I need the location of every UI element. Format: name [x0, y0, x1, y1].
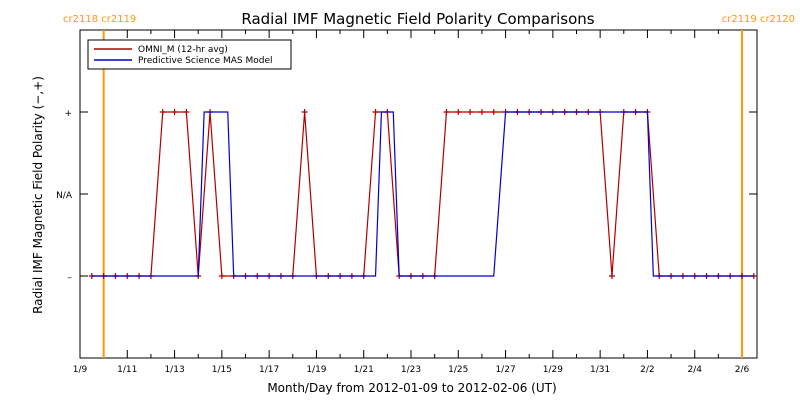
- legend: OMNI_M (12-hr avg)Predictive Science MAS…: [87, 39, 292, 70]
- y-tick-label: +: [64, 109, 72, 119]
- x-tick-label: 1/15: [212, 365, 232, 375]
- x-tick-label: 2/4: [687, 365, 702, 375]
- data-point: [455, 109, 462, 115]
- carrington-markers: cr2118 cr2119 cr2119 cr2120: [63, 14, 795, 358]
- x-axis-label: Month/Day from 2012-01-09 to 2012-02-06 …: [267, 381, 556, 395]
- x-tick-label: 1/31: [590, 365, 610, 375]
- data-point: [478, 109, 485, 115]
- data-point: [159, 109, 166, 115]
- legend-box: [87, 39, 292, 70]
- y-axis-label: Radial IMF Magnetic Field Polarity (−,+): [31, 76, 45, 314]
- y-tick-label: N/A: [56, 191, 73, 201]
- data-point: [372, 109, 379, 115]
- data-point: [467, 109, 474, 115]
- series-layer: [88, 109, 757, 279]
- data-point: [490, 109, 497, 115]
- x-tick-label: 1/25: [448, 365, 468, 375]
- carrington-label: cr2119 cr2120: [722, 14, 795, 25]
- x-tick-label: 1/23: [401, 365, 421, 375]
- data-point: [183, 109, 190, 115]
- legend-label: Predictive Science MAS Model: [138, 56, 273, 66]
- x-tick-label: 1/27: [495, 365, 515, 375]
- series-line-2: [91, 111, 754, 277]
- carrington-label: cr2118 cr2119: [63, 14, 136, 25]
- data-point: [608, 273, 615, 279]
- axis-ticks: 1/9 1/11 1/13 1/15 1/17 1/19 1/21 1/23 1/25 1/27 1…: [56, 29, 757, 375]
- data-point: [301, 109, 308, 115]
- plot-frame: [79, 29, 758, 359]
- legend-label: OMNI_M (12-hr avg): [138, 45, 228, 55]
- x-tick-label: 1/21: [354, 365, 374, 375]
- data-point: [218, 273, 225, 279]
- y-tick-label: –: [68, 273, 73, 283]
- data-point: [443, 109, 450, 115]
- x-tick-label: 1/9: [73, 365, 88, 375]
- series-line-1: [91, 111, 754, 277]
- x-tick-label: 2/6: [735, 365, 750, 375]
- x-tick-label: 1/29: [543, 365, 563, 375]
- x-tick-label: 1/13: [164, 365, 184, 375]
- chart-title: Radial IMF Magnetic Field Polarity Compa…: [241, 10, 594, 28]
- x-tick-label: 2/2: [640, 365, 654, 375]
- x-tick-label: 1/19: [306, 365, 326, 375]
- data-point: [171, 109, 178, 115]
- x-tick-label: 1/11: [117, 365, 137, 375]
- x-tick-label: 1/17: [259, 365, 279, 375]
